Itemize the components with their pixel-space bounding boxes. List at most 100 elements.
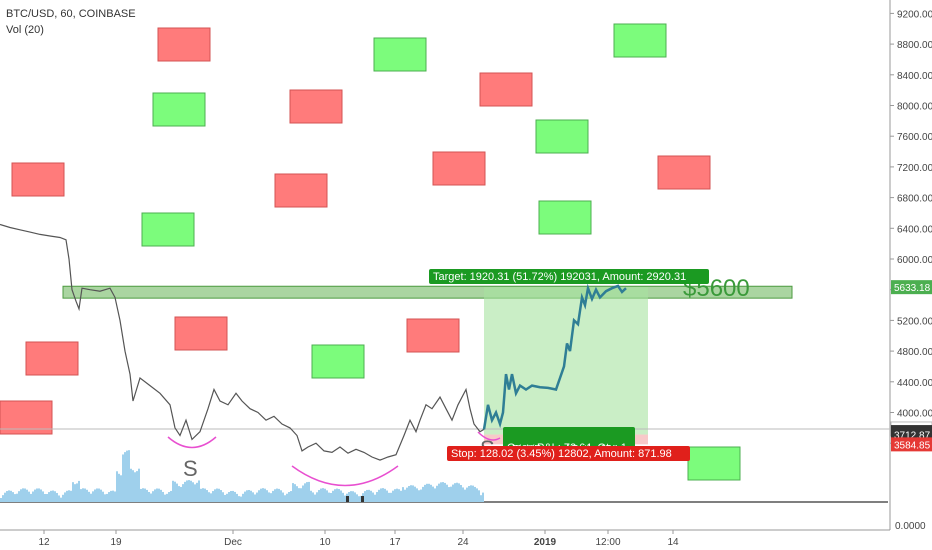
volume-bar xyxy=(324,488,326,502)
volume-bar xyxy=(178,486,180,502)
price-marker-bg xyxy=(891,280,932,295)
volume-bar xyxy=(326,490,328,502)
volume-bar xyxy=(270,493,272,502)
volume-bar xyxy=(176,483,178,502)
volume-bar xyxy=(88,491,90,502)
volume-bar xyxy=(404,489,406,502)
volume-bar xyxy=(154,489,156,502)
target-label-bg xyxy=(429,269,709,284)
volume-bar xyxy=(74,484,76,502)
volume-bar xyxy=(166,493,168,502)
volume-bar xyxy=(260,488,262,502)
volume-bar xyxy=(354,492,356,502)
volume-bar xyxy=(94,489,96,502)
volume-bar xyxy=(4,492,6,502)
volume-bar xyxy=(482,492,484,502)
volume-bar xyxy=(384,488,386,502)
pattern-label: S xyxy=(183,456,198,481)
volume-bar xyxy=(174,481,176,502)
price-marker-label: 5633.18 xyxy=(894,283,931,294)
volume-bar xyxy=(202,488,204,502)
volume-bar xyxy=(382,488,384,502)
volume-bar xyxy=(218,488,220,502)
volume-bar xyxy=(156,488,158,502)
volume-bar xyxy=(128,450,130,502)
volume-bar xyxy=(208,492,210,502)
volume-bar xyxy=(222,492,224,502)
target-zone xyxy=(484,287,648,435)
volume-bar xyxy=(388,492,390,502)
volume-bar xyxy=(366,489,368,502)
volume-bar xyxy=(322,488,324,502)
volume-bar xyxy=(316,492,318,502)
price-tick-label: 4400.00 xyxy=(897,378,932,389)
volume-bar xyxy=(38,488,40,502)
volume-bar xyxy=(330,492,332,502)
price-tick-label: 8400.00 xyxy=(897,71,932,82)
volume-bar xyxy=(476,488,478,502)
symbol-label: BTC/USD, 60, COINBASE xyxy=(6,8,136,20)
volume-bar xyxy=(186,480,188,502)
volume-bar xyxy=(26,489,28,502)
volume-bar xyxy=(400,490,402,502)
volume-bar xyxy=(298,488,300,502)
volume-bar xyxy=(278,488,280,502)
volume-bar xyxy=(92,491,94,502)
volume-bar xyxy=(290,491,292,502)
red-box-3 xyxy=(479,72,533,107)
volume-bar xyxy=(98,488,100,502)
red-box-6 xyxy=(274,173,328,208)
volume-bar xyxy=(442,482,444,502)
volume-bar xyxy=(148,492,150,502)
volume-bar xyxy=(20,489,22,502)
volume-bar xyxy=(418,490,420,502)
volume-bar xyxy=(184,481,186,502)
volume-bar xyxy=(428,483,430,502)
volume-bar xyxy=(250,490,252,502)
volume-bar xyxy=(318,490,320,502)
volume-bar xyxy=(72,482,74,502)
volume-bar xyxy=(36,488,38,502)
volume-bar xyxy=(204,488,206,502)
volume-bar xyxy=(78,480,80,502)
volume-bar xyxy=(438,483,440,502)
volume-bar xyxy=(344,495,346,502)
volume-bar xyxy=(44,494,46,502)
volume-bar xyxy=(246,490,248,502)
volume-marker xyxy=(346,496,349,502)
volume-bar xyxy=(386,490,388,502)
volume-bar xyxy=(6,491,8,502)
volume-bar xyxy=(390,492,392,502)
volume-bars xyxy=(0,450,484,502)
volume-bar xyxy=(158,488,160,502)
volume-bar xyxy=(306,482,308,502)
volume-bar xyxy=(40,489,42,502)
red-box-0 xyxy=(157,27,211,62)
volume-bar xyxy=(444,482,446,502)
volume-bar xyxy=(426,483,428,502)
volume-bar xyxy=(440,482,442,502)
volume-bar xyxy=(262,488,264,502)
volume-bar xyxy=(198,480,200,502)
volume-bar xyxy=(478,490,480,502)
volume-bar xyxy=(66,490,68,502)
volume-bar xyxy=(216,488,218,502)
volume-bar xyxy=(190,480,192,502)
volume-bar xyxy=(170,490,172,502)
volume-bar xyxy=(296,486,298,502)
volume-bar xyxy=(254,494,256,502)
volume-bar xyxy=(394,489,396,502)
volume-bar xyxy=(370,490,372,502)
time-tick-label: 12 xyxy=(38,537,50,548)
volume-bar xyxy=(212,491,214,502)
volume-bar xyxy=(474,486,476,502)
price-tick-label: 7600.00 xyxy=(897,132,932,143)
volume-bar xyxy=(350,491,352,502)
volume-bar xyxy=(448,487,450,502)
volume-bar xyxy=(56,492,58,502)
volume-bar xyxy=(8,490,10,502)
volume-bar xyxy=(244,491,246,502)
price-marker-bg xyxy=(891,437,932,452)
volume-bar xyxy=(242,493,244,502)
